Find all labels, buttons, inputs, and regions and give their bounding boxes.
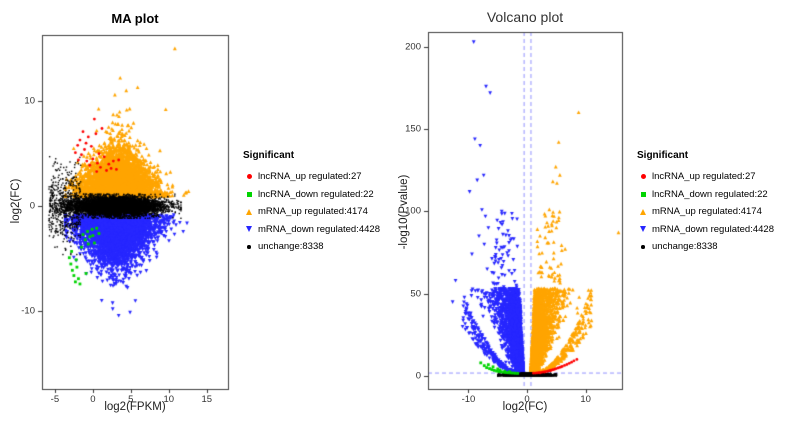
legend-item: mRNA_down regulated:4428	[637, 221, 797, 239]
ma-yaxis-label: log2(FC)	[10, 178, 22, 224]
legend-item: unchange:8338	[243, 238, 403, 256]
legend-item: mRNA_up regulated:4174	[243, 203, 403, 221]
legend-item-label: mRNA_down regulated:4428	[258, 223, 380, 235]
ma-legend: Significant lncRNA_up regulated:27 lncRNA…	[243, 150, 403, 256]
dot-marker-icon	[243, 245, 255, 249]
ma-plot-title: MA plot	[111, 11, 159, 26]
legend-item-label: lncRNA_up regulated:27	[258, 171, 362, 183]
x-tick-label: 10	[580, 394, 591, 405]
legend-item-label: lncRNA_down regulated:22	[258, 188, 374, 200]
legend-item: lncRNA_up regulated:27	[243, 168, 403, 186]
legend-items: lncRNA_up regulated:27 lncRNA_down regula…	[243, 168, 403, 256]
legend-item-label: mRNA_up regulated:4174	[652, 206, 762, 218]
circle-marker-icon	[243, 174, 255, 180]
legend-item-label: unchange:8338	[258, 241, 324, 253]
volcano-legend: Significant lncRNA_up regulated:27 lncRNA…	[637, 150, 797, 256]
triangle-down-marker-icon	[637, 226, 649, 233]
x-tick-label: 15	[201, 394, 213, 405]
triangle-up-marker-icon	[243, 208, 255, 215]
y-tick-label: 50	[410, 288, 421, 300]
legend-item-label: mRNA_down regulated:4428	[652, 223, 774, 235]
legend-title: Significant	[243, 150, 295, 161]
y-tick-label: 100	[405, 205, 421, 217]
legend-items: lncRNA_up regulated:27 lncRNA_down regula…	[637, 168, 797, 256]
legend-title: Significant	[637, 150, 689, 161]
dot-marker-icon	[637, 245, 649, 249]
x-tick-label: 5	[128, 394, 134, 405]
x-tick-label: 0	[90, 394, 96, 405]
x-tick-label: -10	[461, 394, 476, 405]
volcano-xaxis-label: log2(FC)	[502, 401, 548, 413]
y-tick-label: -10	[21, 305, 35, 317]
y-tick-label: 200	[405, 41, 421, 53]
square-marker-icon	[243, 191, 255, 197]
legend-item: mRNA_down regulated:4428	[243, 221, 403, 239]
x-tick-label: 0	[524, 394, 530, 405]
triangle-down-marker-icon	[243, 226, 255, 233]
ma-xaxis-label: log2(FPKM)	[104, 401, 166, 413]
legend-item-label: lncRNA_up regulated:27	[652, 171, 756, 183]
legend-item: lncRNA_down regulated:22	[637, 186, 797, 204]
triangle-up-marker-icon	[637, 208, 649, 215]
y-tick-label: 150	[405, 123, 421, 135]
legend-item: lncRNA_up regulated:27	[637, 168, 797, 186]
legend-item-label: lncRNA_down regulated:22	[652, 188, 768, 200]
y-tick-label: 0	[415, 370, 421, 382]
y-tick-label: 10	[24, 95, 35, 107]
legend-item: lncRNA_down regulated:22	[243, 186, 403, 204]
legend-item: unchange:8338	[637, 238, 797, 256]
volcano-plot-title: Volcano plot	[486, 9, 564, 25]
legend-item: mRNA_up regulated:4174	[637, 203, 797, 221]
legend-item-label: unchange:8338	[652, 241, 718, 253]
x-tick-label: -5	[50, 394, 60, 405]
circle-marker-icon	[637, 174, 649, 180]
legend-item-label: mRNA_up regulated:4174	[258, 206, 368, 218]
x-tick-label: 10	[163, 394, 175, 405]
square-marker-icon	[637, 191, 649, 197]
y-tick-label: 0	[29, 200, 35, 212]
